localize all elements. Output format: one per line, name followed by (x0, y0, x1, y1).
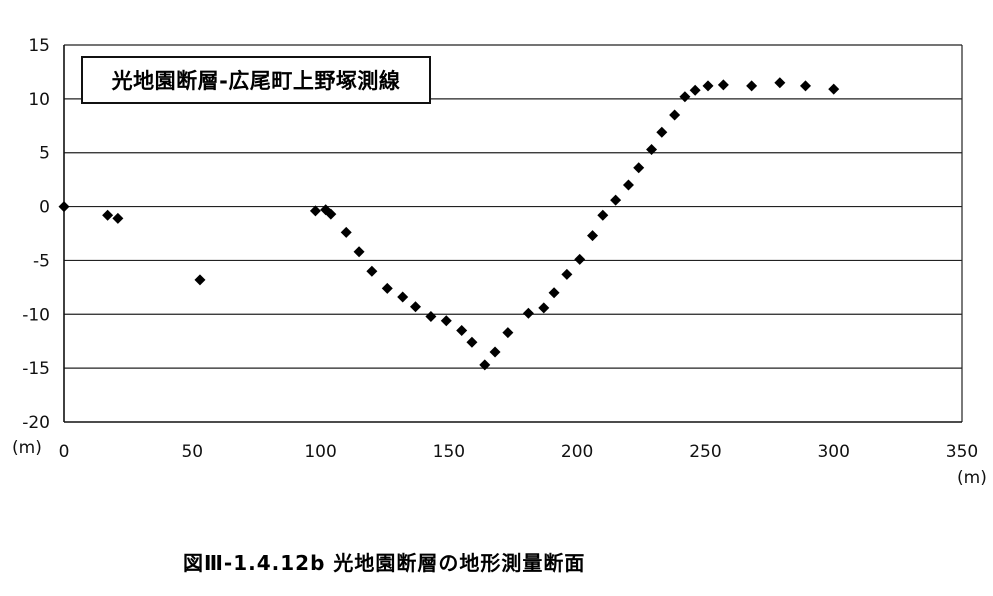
y-axis-unit-label: (m) (12, 438, 42, 458)
data-point (702, 80, 714, 92)
data-point (410, 301, 422, 313)
y-tick-label: 5 (39, 144, 50, 164)
y-tick-label: 15 (28, 36, 50, 56)
chart-title-box: 光地園断層-広尾町上野塚測線 (81, 56, 431, 104)
data-point (194, 274, 206, 286)
data-point (353, 246, 365, 258)
y-tick-label: 10 (28, 90, 50, 110)
y-tick-label: 0 (39, 198, 50, 218)
data-point (828, 83, 840, 95)
data-point (479, 359, 491, 371)
data-point (597, 209, 609, 221)
x-axis-unit-label: (m) (957, 468, 987, 488)
data-point (502, 327, 514, 339)
data-points (58, 77, 840, 371)
data-point (679, 91, 691, 103)
x-tick-label: 0 (59, 442, 70, 462)
y-tick-label: -20 (22, 413, 50, 433)
data-point (58, 201, 70, 213)
data-point (774, 77, 786, 89)
x-tick-label: 150 (433, 442, 465, 462)
data-point (522, 307, 534, 319)
data-point (397, 291, 409, 303)
data-point (610, 194, 622, 206)
x-tick-label: 100 (304, 442, 336, 462)
figure-caption: 図Ⅲ-1.4.12b 光地園断層の地形測量断面 (183, 551, 586, 575)
data-point (746, 80, 758, 92)
data-point (325, 208, 337, 220)
data-point (425, 310, 437, 322)
data-point (381, 282, 393, 294)
x-tick-label: 300 (817, 442, 849, 462)
data-point (548, 287, 560, 299)
x-tick-label: 250 (689, 442, 721, 462)
data-point (587, 230, 599, 242)
data-point (366, 265, 378, 277)
data-point (309, 205, 321, 217)
data-point (574, 253, 586, 265)
data-point (633, 162, 645, 174)
data-point (102, 209, 114, 221)
data-point (669, 109, 681, 121)
x-tick-label: 350 (946, 442, 978, 462)
data-point (489, 346, 501, 358)
data-point (340, 226, 352, 238)
y-tick-label: -10 (22, 305, 50, 325)
y-tick-label: -15 (22, 359, 50, 379)
data-point (456, 324, 468, 336)
data-point (689, 84, 701, 96)
data-point (646, 143, 658, 155)
x-tick-label: 50 (181, 442, 203, 462)
data-point (112, 212, 124, 224)
data-point (466, 336, 478, 348)
data-point (561, 268, 573, 280)
data-point (622, 179, 634, 191)
y-tick-label: -5 (33, 251, 50, 271)
data-point (717, 79, 729, 91)
x-tick-label: 200 (561, 442, 593, 462)
data-point (656, 126, 668, 138)
data-point (538, 302, 550, 314)
data-point (799, 80, 811, 92)
data-point (440, 315, 452, 327)
axes (63, 45, 963, 423)
chart-title: 光地園断層-広尾町上野塚測線 (111, 69, 401, 93)
